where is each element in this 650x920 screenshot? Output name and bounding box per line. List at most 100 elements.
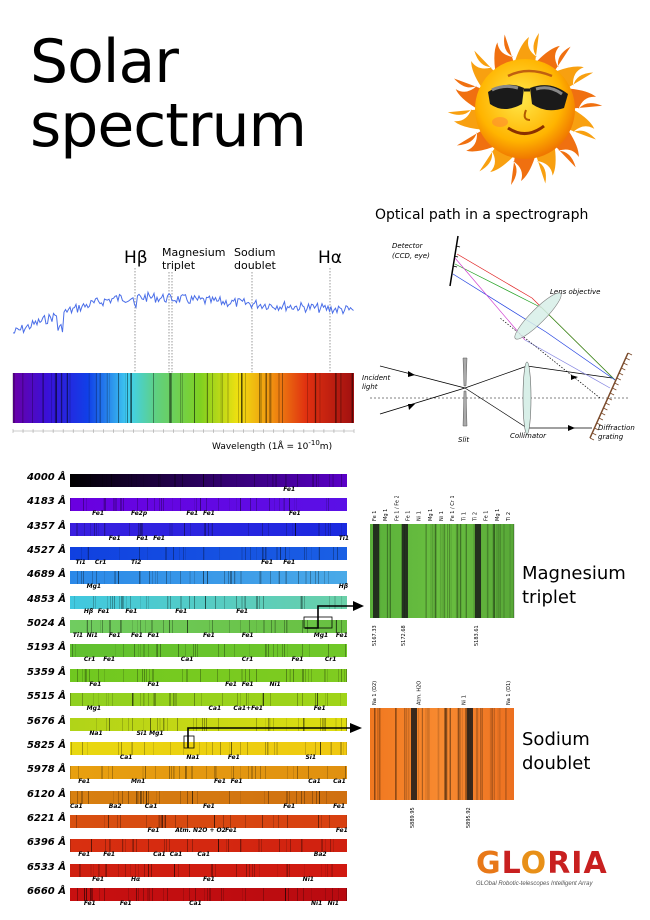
strip-wavelength: 6660 Å bbox=[26, 885, 66, 897]
spectral-line bbox=[449, 524, 451, 618]
mg-top-line-label: Ti 2 bbox=[506, 512, 512, 522]
strip-wavelength: 4000 Å bbox=[26, 472, 66, 483]
element-line-label: Fe1 bbox=[108, 632, 121, 640]
element-line-label: Fe1 bbox=[175, 607, 188, 615]
element-line-label: Fe1 bbox=[261, 559, 274, 567]
element-line-label: Ca1+Fe1 bbox=[233, 705, 263, 713]
spectrum-strip bbox=[70, 668, 347, 682]
sun-flame bbox=[511, 155, 535, 185]
mg-wavelength-label: 5172.68 bbox=[401, 625, 407, 646]
element-line-label: Fe1 bbox=[333, 802, 346, 810]
mg-top-line-label: Fe 1 / Cr 1 bbox=[450, 496, 456, 521]
element-line-label: Fe1 bbox=[202, 510, 215, 518]
spectral-line bbox=[444, 708, 447, 800]
element-line-label: Fe1 bbox=[202, 802, 215, 810]
strong-absorption-line bbox=[402, 524, 408, 618]
spectral-line bbox=[459, 708, 460, 800]
detector-label: Detector bbox=[392, 242, 424, 250]
label-hbeta: Hβ bbox=[124, 248, 148, 268]
element-line-label: Fe1 bbox=[241, 680, 254, 688]
na-top-line-label: Na 1 (D1) bbox=[506, 681, 512, 705]
element-line-label: Fe1 bbox=[335, 826, 348, 834]
element-line-label: Fe1 bbox=[108, 534, 121, 542]
element-line-label: Mg1 bbox=[86, 705, 102, 713]
strip-line-labels: Fe1 Atm. N2O + O2 Fe1 Fe1 bbox=[70, 826, 348, 838]
element-line-label: Fe1 bbox=[283, 486, 296, 493]
spectral-line bbox=[418, 708, 419, 800]
wavelength-axis-label: Wavelength (1Å = 10-10m) bbox=[212, 439, 332, 452]
element-line-label: Mn1 bbox=[130, 778, 146, 786]
logo-letter: R bbox=[547, 846, 572, 881]
strip-wavelength: 4357 Å bbox=[26, 520, 66, 532]
element-line-label: Ca1 bbox=[308, 778, 321, 786]
na-top-line-label: Atm. H2O bbox=[417, 681, 423, 705]
strip-wavelength: 6396 Å bbox=[26, 837, 66, 849]
element-line-label: Fe1 bbox=[202, 875, 215, 883]
spectral-line bbox=[480, 708, 482, 800]
strip-wavelength: 6120 Å bbox=[26, 788, 66, 800]
strong-absorption-line bbox=[475, 524, 481, 618]
magnesium-triplet-label: Magnesium triplet bbox=[522, 563, 626, 608]
element-line-label: Fe2p bbox=[130, 510, 148, 518]
spectral-line bbox=[491, 708, 492, 800]
detector-icon bbox=[449, 235, 459, 287]
label-sodium-line2: doublet bbox=[234, 259, 276, 272]
sodium-detail-panel: Na 1 (D2) Atm. H2O Ni 1 Na 1 (D1) 5889.95 58… bbox=[370, 681, 514, 828]
element-line-label: Fe1 bbox=[291, 656, 304, 664]
logo-letter: O bbox=[520, 846, 548, 881]
optical-path-diagram: Detector (CCD, eye) Lens objective Incid… bbox=[362, 235, 635, 444]
mg-top-line-label: Ni 1 bbox=[439, 511, 445, 521]
spectral-line bbox=[374, 708, 376, 800]
label-sodium-line1: Sodium bbox=[234, 246, 275, 259]
slit-label: Slit bbox=[458, 436, 469, 444]
strip-line-labels: Fe1 Fe2p Fe1 Fe1 Fe1 bbox=[70, 510, 347, 521]
spectral-line bbox=[492, 524, 494, 618]
element-line-label: Ca1 bbox=[144, 802, 158, 810]
spectral-line bbox=[487, 524, 489, 618]
element-line-label: Cr1 bbox=[83, 656, 96, 664]
element-line-label: Atm. N2O + O2 bbox=[175, 826, 226, 834]
element-line-label: Fe1 bbox=[230, 778, 243, 786]
element-line-label: Fe1 bbox=[103, 656, 116, 664]
objective-lens-icon bbox=[514, 292, 562, 340]
collimator-lens-icon bbox=[522, 361, 532, 435]
intensity-curve bbox=[12, 290, 354, 335]
spectrum-strip bbox=[70, 887, 347, 901]
spectral-line bbox=[435, 524, 437, 618]
element-line-label: Ti1 bbox=[72, 632, 84, 640]
strip-wavelength: 6533 Å bbox=[26, 861, 66, 873]
spectrum-strip bbox=[70, 790, 347, 804]
mg-top-line-label: Fe 1 / Fe 2 bbox=[394, 496, 400, 521]
element-line-label: Na1 bbox=[186, 753, 200, 761]
spectral-line bbox=[459, 708, 461, 800]
strip-line-labels: Mg1 Hβ bbox=[70, 583, 348, 594]
element-line-label: Na1 bbox=[89, 729, 103, 737]
strip-line-labels: Na1 Si1 Mg1 bbox=[70, 730, 347, 741]
detector-sublabel: (CCD, eye) bbox=[392, 252, 430, 260]
element-line-label: Fe1 bbox=[186, 510, 199, 518]
element-line-label: Cr1 bbox=[324, 656, 337, 664]
spectral-line bbox=[439, 524, 442, 618]
spectral-line bbox=[493, 524, 495, 618]
strip-wavelength: 5024 Å bbox=[26, 618, 66, 630]
element-line-label: Fe1 bbox=[130, 632, 143, 640]
spectral-line bbox=[489, 708, 491, 800]
spectrum-colour-bar bbox=[13, 373, 354, 423]
element-line-label: Si1 bbox=[305, 753, 316, 761]
spectral-line bbox=[496, 524, 498, 618]
spectral-line bbox=[449, 708, 451, 800]
strip-wavelength: 4689 Å bbox=[26, 569, 66, 581]
logo-letter: G bbox=[476, 846, 502, 881]
spectral-line bbox=[481, 708, 483, 800]
strip-line-labels: Ti1 Cr1 Ti2 Fe1 Fe1 bbox=[70, 559, 347, 570]
spectral-line bbox=[509, 524, 511, 618]
strip-line-labels: Hβ Fe1 Fe1 Fe1 Fe1 bbox=[70, 608, 347, 619]
title-line-2: spectrum bbox=[30, 91, 307, 161]
mg-top-line-label: Mg 1 bbox=[383, 509, 389, 521]
spectral-line bbox=[459, 524, 461, 618]
strip-line-labels: Fe1 Fe1 Fe1 Fe1 Ni1 bbox=[70, 681, 347, 692]
strip-line-labels: Fe1 bbox=[70, 486, 347, 497]
na-top-line-label: Na 1 (D2) bbox=[372, 681, 378, 705]
spectral-line bbox=[497, 708, 499, 800]
spectral-line bbox=[432, 524, 434, 618]
